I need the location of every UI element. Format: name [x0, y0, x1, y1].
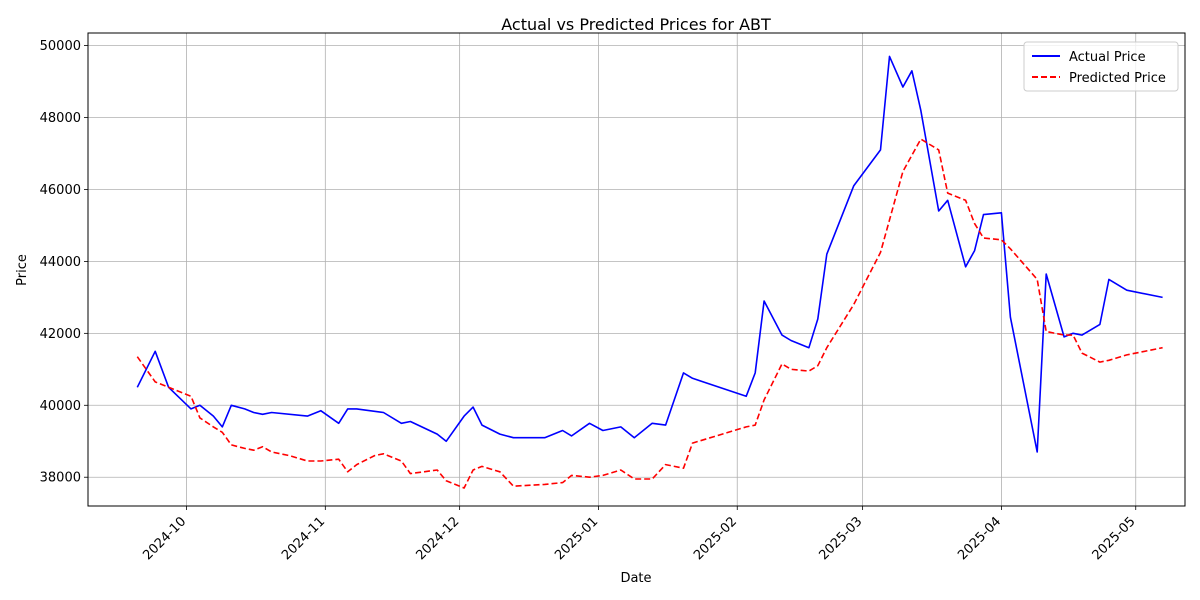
x-axis-title: Date	[620, 571, 651, 586]
legend: Actual Price Predicted Price	[1023, 41, 1179, 92]
chart-title: Actual vs Predicted Prices for ABT	[501, 15, 771, 34]
y-tick-label: 44000	[40, 255, 81, 270]
y-tick-label: 48000	[40, 111, 81, 126]
y-axis-title: Price	[15, 254, 30, 286]
legend-box	[1023, 41, 1179, 92]
y-tick-label: 38000	[40, 471, 81, 486]
y-tick-label: 42000	[40, 327, 81, 342]
series-line-actual-price	[136, 55, 1163, 453]
y-tick-label: 40000	[40, 399, 81, 414]
legend-label-actual-price: Actual Price	[1069, 50, 1146, 65]
legend-label-predicted-price: Predicted Price	[1069, 71, 1166, 86]
plot-frame	[87, 32, 1186, 507]
y-tick-label: 50000	[40, 39, 81, 54]
y-tick-label: 46000	[40, 183, 81, 198]
series-line-predicted-price	[136, 138, 1163, 489]
grid	[88, 33, 1185, 506]
series-lines	[136, 55, 1163, 489]
